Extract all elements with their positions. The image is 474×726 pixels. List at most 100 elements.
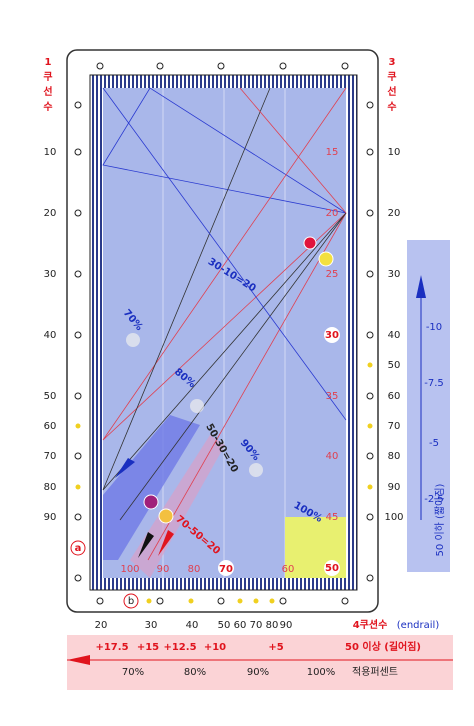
left-label: 1 (45, 57, 52, 68)
trajectories (102, 87, 347, 561)
percent: 100% (307, 667, 336, 678)
bottom-scale: 80 (266, 620, 279, 631)
diamond (341, 62, 349, 70)
diamonds (74, 62, 374, 605)
left-scale: 90 (44, 512, 57, 523)
arrow-head (67, 655, 90, 665)
inner-right: 50 (325, 563, 339, 574)
correction: +15 (137, 642, 159, 653)
right-label: 쿠 (387, 71, 396, 83)
inner-right: 35 (326, 391, 339, 402)
diamond (74, 331, 82, 339)
diamond (366, 513, 374, 521)
left-scale: 30 (44, 269, 57, 280)
bottom-title: 4쿠션수 (353, 618, 388, 631)
diamond (366, 209, 374, 217)
correction-panel (407, 240, 450, 572)
inner-bottom: 60 (282, 564, 295, 575)
bottom-band (67, 635, 453, 690)
right-scale: 80 (388, 451, 401, 462)
diamond (366, 392, 374, 400)
correction: +17.5 (95, 642, 128, 653)
left-scale: 60 (44, 421, 57, 432)
bottom-scale: 50 (218, 620, 231, 631)
left-label: 쿠 (43, 71, 52, 83)
diamond-dot (367, 423, 373, 429)
arrow (115, 458, 135, 478)
left-scale: 10 (44, 147, 57, 158)
diamond (156, 62, 164, 70)
diamond (366, 270, 374, 278)
diamond-dot (367, 362, 373, 368)
diamond (279, 597, 287, 605)
left-scale: 20 (44, 208, 57, 219)
bottom-scale: 20 (95, 620, 108, 631)
right-scale: 30 (388, 269, 401, 280)
diamond (366, 574, 374, 582)
circle-mark (324, 327, 340, 343)
inner-right: 45 (326, 512, 339, 523)
diamond (217, 597, 225, 605)
inner-bottom: 90 (157, 564, 170, 575)
diamond (74, 392, 82, 400)
right-label: 선 (387, 85, 396, 98)
diamond (366, 101, 374, 109)
correction: +10 (204, 642, 226, 653)
percent: 90% (247, 667, 269, 678)
right-scale: 60 (388, 391, 401, 402)
bottom-scale: 40 (186, 620, 199, 631)
long-caption: 50 이상 (길어짐) (345, 640, 421, 653)
inner-right: 20 (326, 208, 339, 219)
diamond (74, 574, 82, 582)
left-label: 선 (43, 85, 52, 98)
inner-right: 15 (326, 147, 339, 158)
left-scale: 50 (44, 391, 57, 402)
inner-bottom: 70 (219, 564, 233, 575)
correction-tick: -2.5 (424, 494, 444, 505)
ball-cue (143, 494, 159, 510)
diamond (74, 452, 82, 460)
ball-yellow (318, 251, 334, 267)
right-scale: 100 (384, 512, 403, 523)
arrow (138, 532, 154, 558)
ball-yellow (158, 508, 174, 524)
marker: b (128, 596, 134, 607)
marker-ring (123, 593, 139, 609)
correction-tick: -10 (426, 322, 442, 333)
diamond-dot (269, 598, 275, 604)
bottom-scale: 90 (280, 620, 293, 631)
ball-red (303, 236, 317, 250)
path-band (103, 415, 200, 560)
diamond-dot (75, 423, 81, 429)
bottom-subtitle: (endrail) (397, 620, 440, 631)
left-scale: 40 (44, 330, 57, 341)
left-scale: 80 (44, 482, 57, 493)
diamond (217, 62, 225, 70)
diamond (366, 331, 374, 339)
bottom-scale: 70 (250, 620, 263, 631)
diamond (279, 62, 287, 70)
correction-tick: -7.5 (424, 378, 444, 389)
diamond-dot (237, 598, 243, 604)
correction: +12.5 (163, 642, 196, 653)
percent: 80% (184, 667, 206, 678)
marker-ring (70, 540, 86, 556)
arrow (158, 530, 174, 556)
diamond (341, 597, 349, 605)
left-scale: 70 (44, 451, 57, 462)
diamond (366, 452, 374, 460)
right-label: 3 (389, 57, 396, 68)
inner-right: 40 (326, 451, 339, 462)
diamond (96, 597, 104, 605)
diamond (96, 62, 104, 70)
bottom-scale: 30 (145, 620, 158, 631)
arrow (416, 275, 426, 298)
diamond-dot (253, 598, 259, 604)
right-scale: 40 (388, 330, 401, 341)
bottom-scale: 60 (234, 620, 247, 631)
diamond (366, 148, 374, 156)
diamond (74, 148, 82, 156)
aim-points (126, 333, 263, 477)
correction-tick: -5 (429, 438, 439, 449)
